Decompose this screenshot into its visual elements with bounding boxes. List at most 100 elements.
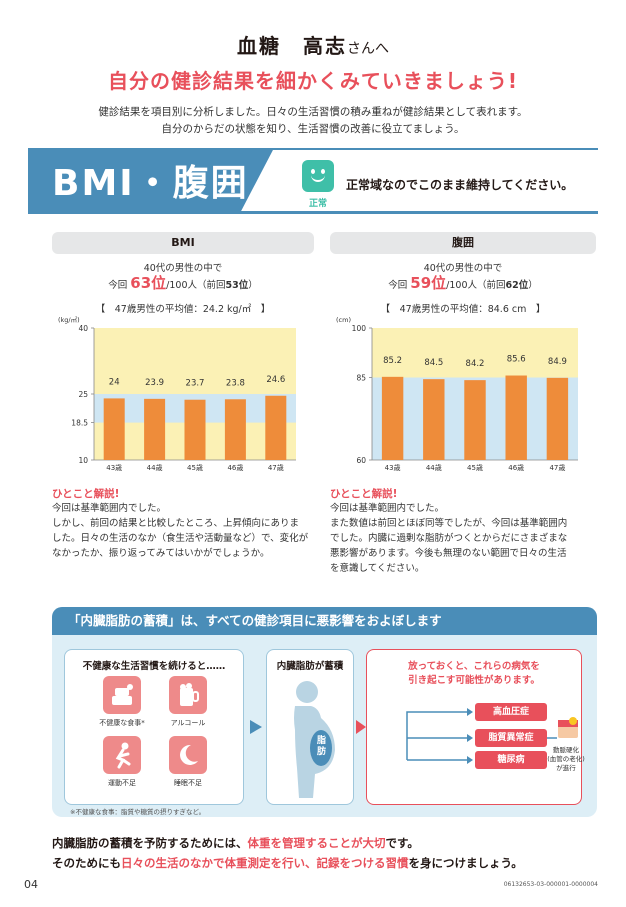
bmi-group-line: 40代の男性の中で [143, 263, 223, 274]
waist-group-line: 40代の男性の中で [423, 263, 503, 274]
fat-title: 内臓脂肪が蓄積 [276, 661, 344, 672]
running-icon [103, 736, 141, 774]
bmi-chart-bar-3 [224, 399, 246, 460]
waist-comment-line-3: でした。内臓に過剰な脂肪がつくとからだにさまざまな [330, 533, 568, 544]
outcome-line-1: 動脈硬化 [553, 746, 579, 754]
risk-box: 放っておくと、これらの病気を 引き起こす可能性があります。 高血圧症 脂質異常症… [366, 649, 585, 805]
bmi-comment-line-1: 今回は基準範囲内でした。 [52, 503, 167, 514]
bmi-rank-suffix: ） [248, 280, 258, 291]
bmi-chart-bar-2 [184, 399, 206, 460]
waist-chart-unit-label: (cm) [336, 316, 351, 324]
bmi-chart-bar-1 [144, 398, 166, 460]
fat-box: 内臓脂肪が蓄積 脂肪 [266, 649, 354, 805]
bmi-comment-line-2: しかし、前回の結果と比較したところ、上昇傾向にありま [52, 518, 300, 529]
waist-chart-xtick-2: 45歳 [467, 463, 483, 472]
bmi-chart-value-label-0: 24 [109, 377, 120, 387]
arrow-right-icon [250, 720, 262, 734]
waist-chart-xtick-4: 47歳 [549, 463, 565, 472]
bmi-chart-unit-label: (kg/㎡) [58, 315, 80, 324]
page-number: 04 [24, 878, 38, 891]
bmi-chart-value-label-2: 23.7 [186, 379, 205, 389]
smile-eye-right [321, 169, 325, 174]
risk-title: 放っておくと、これらの病気を 引き起こす可能性があります。 [367, 660, 581, 688]
waist-chart-value-label-0: 85.2 [383, 356, 402, 366]
document-code: 06132653-03-000001-0000004 [503, 881, 598, 888]
food-icon-graphic [112, 684, 133, 705]
arrow-right-icon-2 [356, 720, 366, 734]
waist-rank-prev: 62位 [505, 280, 529, 291]
fat-label: 脂肪 [317, 736, 327, 757]
tab-waist: 腹囲 [330, 232, 596, 254]
beer-icon-graphic [180, 683, 199, 706]
outcome-line-3: が進行 [556, 764, 576, 772]
waist-chart-xtick-1: 44歳 [426, 463, 442, 472]
section-title: BMI・腹囲 [52, 163, 249, 204]
footnote: ※不健康な食事：脂質や糖質の摂りすぎなど。 [70, 808, 206, 816]
closing-message: 内臓脂肪の蓄積を予防するためには、体重を管理することが大切です。 そのためにも日… [52, 833, 523, 873]
body-silhouette-icon [294, 681, 335, 798]
bmi-rank-prev: 53位 [225, 280, 249, 291]
risk-title-line-2: 引き起こす可能性があります。 [408, 675, 540, 686]
intro-line-1: 健診結果を項目別に分析しました。日々の生活習慣の積み重ねが健診結果として表れます… [98, 106, 528, 118]
bmi-chart-xtick-4: 47歳 [268, 463, 284, 472]
habit-label-sleep: 睡眠不足 [174, 779, 202, 787]
bmi-chart-value-label-4: 24.6 [266, 375, 285, 385]
waist-chart-value-label-4: 84.9 [548, 357, 567, 367]
waist-rank-value: 59位 [410, 274, 447, 292]
bmi-chart-bar-0 [103, 398, 125, 460]
bmi-comment-title: ひとこと解説! [52, 488, 120, 500]
bmi-chart-value-label-3: 23.8 [226, 378, 245, 388]
waist-chart-bar-0 [381, 376, 404, 460]
closing-l2-a: そのためにも [52, 856, 121, 870]
waist-rank-suffix: ） [528, 280, 538, 291]
bmi-average: 【 47歳男性の平均値：24.2 kg/㎡ 】 [95, 304, 271, 315]
waist-comment: 今回は基準範囲内でした。 また数値は前回とほぼ同等でしたが、今回は基準範囲内 で… [330, 501, 598, 576]
page-header: 血糖 高志さんへ 自分の健診結果を細かくみていきましょう! 健診結果を項目別に分… [0, 30, 626, 138]
visceral-fat-panel: 「内臓脂肪の蓄積」は、すべての健診項目に悪影響をおよぼします 不健康な生活習慣を… [52, 607, 597, 817]
bmi-chart-xtick-0: 43歳 [106, 463, 122, 472]
intro-text: 健診結果を項目別に分析しました。日々の生活習慣の積み重ねが健診結果として表れます… [0, 104, 626, 138]
visceral-heading: 「内臓脂肪の蓄積」は、すべての健診項目に悪影響をおよぼします [52, 607, 597, 635]
waist-comment-line-5: を意識してください。 [330, 563, 425, 574]
bmi-chart-ytick-0: 40 [78, 324, 88, 333]
waist-chart-value-label-2: 84.2 [466, 359, 485, 369]
intro-line-2: 自分のからだの状態を知り、生活習慣の改善に役立てましょう。 [161, 123, 465, 135]
disease-hypertension: 高血圧症 [475, 703, 547, 721]
risk-title-line-1: 放っておくと、これらの病気を [408, 661, 540, 672]
recipient-name: 血糖 高志さんへ [0, 30, 626, 59]
bmi-rank-line: 今回 63位/100人（前回53位） [52, 276, 314, 293]
waist-chart-value-label-1: 84.5 [424, 358, 443, 368]
closing-l2-b: 日々の生活のなかで体重測定を行い、記録をつける習慣 [121, 856, 409, 870]
waist-rank-line: 今回 59位/100人（前回62位） [330, 276, 596, 293]
habit-label-exercise: 運動不足 [108, 779, 136, 787]
waist-chart-bar-2 [464, 380, 486, 460]
waist-comment-line-4: 悪影響があります。今後も無理のない範囲で日々の生活 [330, 548, 567, 559]
smile-eye-left [311, 169, 315, 174]
section-rule [28, 211, 598, 214]
waist-comment-line-1: 今回は基準範囲内でした。 [330, 503, 445, 514]
artery-icon [558, 717, 578, 738]
closing-line-2: そのためにも日々の生活のなかで体重測定を行い、記録をつける習慣を身につけましょう… [52, 853, 523, 873]
bmi-chart-ytick-3: 10 [78, 456, 88, 465]
closing-line-1: 内臓脂肪の蓄積を予防するためには、体重を管理することが大切です。 [52, 833, 523, 853]
bmi-rank-value: 63位 [130, 274, 167, 292]
bmi-chart-xtick-3: 46歳 [227, 463, 243, 472]
habits-title: 不健康な生活習慣を続けると…… [82, 661, 226, 672]
bmi-comment-line-4: なかったか、振り返ってみてはいかがでしょうか。 [52, 548, 270, 559]
outcome-text: 動脈硬化 (血管の老化) が進行 [543, 746, 589, 773]
waist-chart-ytick-2: 60 [356, 456, 366, 465]
food-icon [103, 676, 141, 714]
waist-comment-title: ひとこと解説! [330, 488, 398, 500]
tab-bmi: BMI [52, 232, 314, 254]
status-message: 正常域なのでこのまま維持してください。 [346, 178, 574, 192]
bmi-chart-ytick-2: 18.5 [71, 419, 88, 428]
page-headline: 自分の健診結果を細かくみていきましょう! [108, 69, 518, 93]
waist-chart: (cm)100 85 60 85.2 43歳 84.5 44歳 84.2 45歳 85.6 46歳 8… [336, 316, 578, 472]
closing-l2-c: を身につけましょう。 [408, 856, 523, 870]
bmi-chart-xtick-2: 45歳 [187, 463, 203, 472]
waist-chart-ytick-1: 85 [356, 374, 366, 383]
risk-connectors [406, 708, 557, 764]
moon-icon-graphic [180, 744, 198, 765]
closing-l1-b: 体重を管理することが大切 [247, 836, 386, 850]
waist-rank: 40代の男性の中で 今回 59位/100人（前回62位） [330, 262, 596, 293]
